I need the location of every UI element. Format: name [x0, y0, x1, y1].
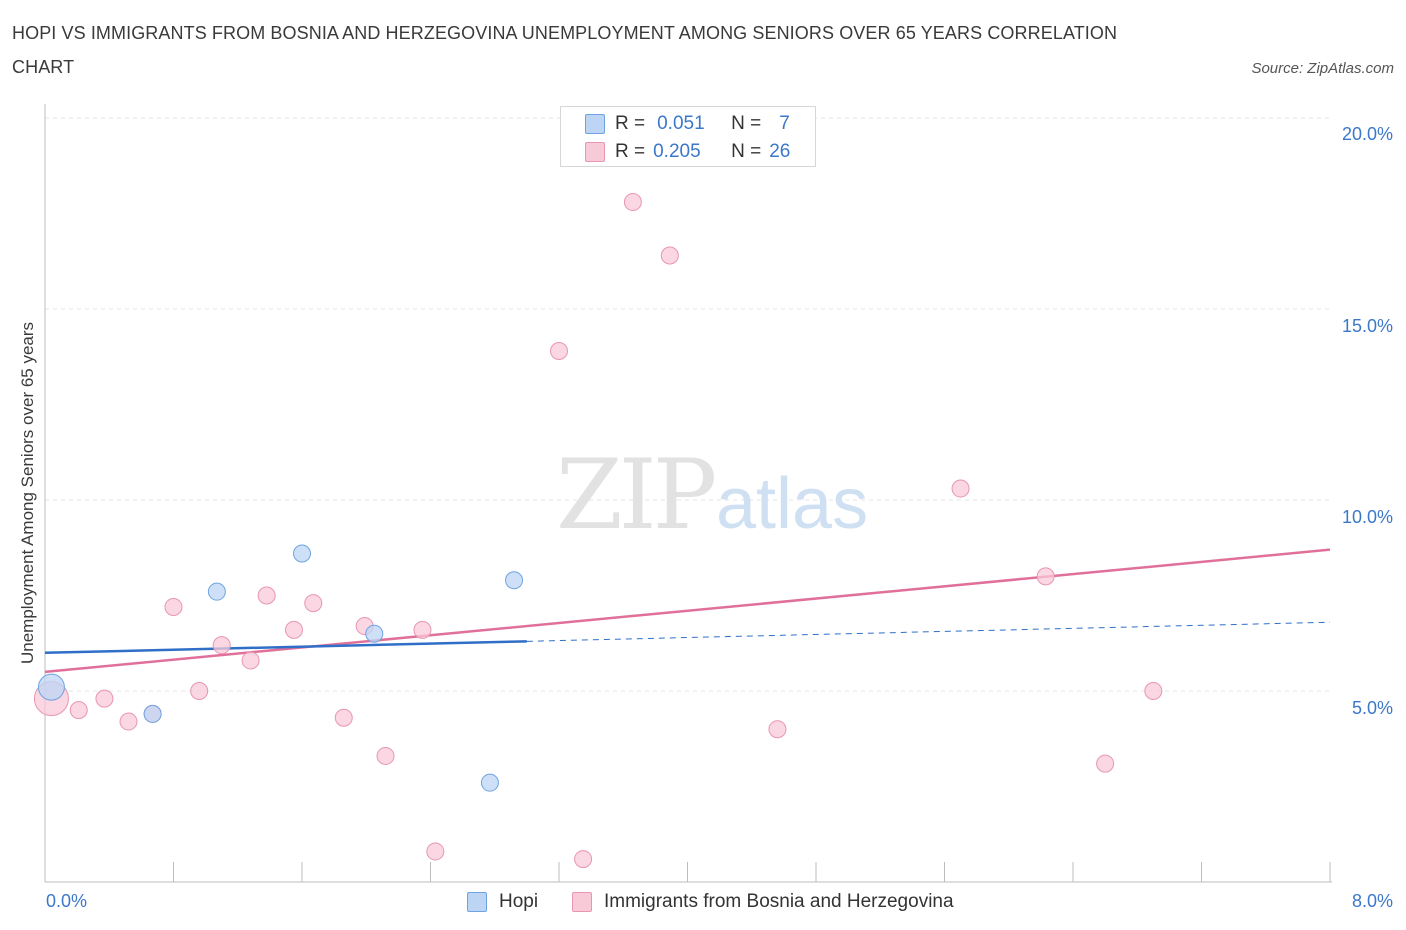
- bottom-legend: Hopi Immigrants from Bosnia and Herzegov…: [0, 889, 1406, 915]
- y-tick-label-15: 15.0%: [1341, 316, 1393, 336]
- legend-hopi-r: 0.051: [657, 113, 705, 134]
- trend-lines: [44, 548, 1331, 674]
- y-tick-label-10: 10.0%: [1341, 507, 1393, 527]
- point-bosnia: [284, 620, 303, 639]
- point-hopi: [480, 773, 499, 792]
- point-bosnia: [304, 594, 323, 613]
- legend-n-label: N =: [731, 141, 762, 162]
- point-bosnia: [95, 689, 114, 708]
- legend-n-label: N =: [731, 113, 762, 134]
- point-bosnia: [550, 342, 568, 361]
- point-bosnia: [164, 597, 183, 616]
- point-bosnia: [1096, 754, 1115, 773]
- point-hopi: [505, 571, 524, 590]
- trend-line-hopi: [44, 640, 527, 655]
- legend: R = 0.051 N = 7 R = 0.205 N = 26: [560, 106, 816, 167]
- watermark: ZIP atlas: [556, 439, 868, 551]
- bottom-legend-swatch-bosnia: [572, 892, 592, 912]
- bottom-legend-hopi-label: Hopi: [499, 891, 539, 912]
- point-hopi: [365, 624, 384, 643]
- point-bosnia: [212, 636, 231, 655]
- point-bosnia: [574, 850, 593, 869]
- point-bosnia: [241, 651, 260, 670]
- point-bosnia: [376, 746, 395, 765]
- point-hopi: [37, 673, 65, 701]
- bottom-legend-bosnia-label: Immigrants from Bosnia and Herzegovina: [604, 891, 954, 912]
- point-bosnia: [1144, 682, 1163, 700]
- legend-row-hopi: R = 0.051 N = 7: [585, 112, 790, 136]
- source-label: Source: ZipAtlas.com: [1251, 60, 1394, 77]
- point-bosnia: [190, 682, 209, 700]
- bottom-legend-bosnia: Immigrants from Bosnia and Herzegovina: [572, 891, 954, 913]
- y-tick-label-20: 20.0%: [1341, 124, 1393, 144]
- legend-row-bosnia: R = 0.205 N = 26: [585, 140, 790, 164]
- legend-r-label: R =: [615, 141, 646, 162]
- trend-line-bosnia: [44, 548, 1331, 674]
- point-bosnia: [257, 586, 276, 605]
- legend-hopi-n: 7: [779, 113, 790, 134]
- point-bosnia: [413, 620, 432, 639]
- legend-bosnia-n: 26: [769, 141, 791, 162]
- axes: [44, 104, 1332, 883]
- bottom-legend-swatch-hopi: [467, 892, 487, 912]
- x-tick-label-min: 0.0%: [46, 891, 88, 911]
- x-tick-label-max: 8.0%: [1351, 891, 1393, 911]
- data-points: [33, 193, 1163, 869]
- point-hopi: [207, 582, 226, 601]
- trend-line-hopi-extension: [526, 621, 1331, 642]
- legend-swatch-bosnia: [585, 142, 605, 162]
- legend-r-label: R =: [615, 113, 646, 134]
- y-tick-label-5: 5.0%: [1351, 698, 1393, 718]
- point-bosnia: [660, 246, 679, 265]
- point-bosnia: [69, 701, 88, 720]
- bottom-legend-hopi: Hopi: [467, 891, 538, 913]
- point-bosnia: [334, 708, 353, 727]
- point-bosnia: [768, 720, 787, 739]
- point-hopi: [143, 704, 162, 723]
- point-bosnia: [426, 842, 445, 861]
- point-hopi: [293, 544, 311, 563]
- point-bosnia: [623, 193, 642, 212]
- legend-swatch-hopi: [585, 114, 605, 134]
- point-bosnia: [119, 712, 138, 731]
- legend-bosnia-r: 0.205: [653, 141, 701, 162]
- watermark-zip: ZIP: [556, 439, 715, 551]
- watermark-atlas: atlas: [716, 464, 868, 544]
- point-bosnia: [1036, 567, 1055, 586]
- gridlines: [45, 117, 1330, 692]
- chart-title: HOPI VS IMMIGRANTS FROM BOSNIA AND HERZE…: [12, 23, 1118, 77]
- point-bosnia: [951, 479, 970, 498]
